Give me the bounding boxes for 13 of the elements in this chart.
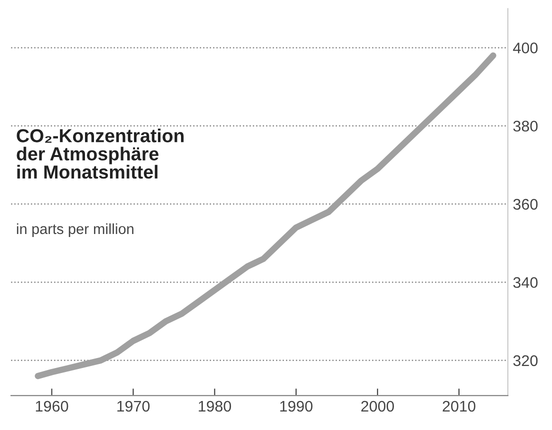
y-tick-label: 340: [513, 277, 538, 288]
x-tick-label: 2010: [442, 400, 476, 412]
y-tick-label: 360: [513, 198, 538, 210]
x-tick-label: 1980: [198, 400, 232, 412]
x-tick-label: 1960: [36, 400, 68, 412]
y-tick-label: 400: [513, 42, 538, 54]
y-tick-label: 380: [513, 120, 538, 132]
x-tick-label: 2000: [361, 400, 394, 412]
x-tick-label: 1990: [280, 400, 312, 412]
x-tick-label: 1970: [117, 400, 150, 412]
y-tick-label: 320: [513, 355, 538, 366]
text: CO₂-Konzentration der Atmosphäre im Monatsmittel: [16, 128, 184, 179]
text: in parts per million: [16, 223, 134, 237]
